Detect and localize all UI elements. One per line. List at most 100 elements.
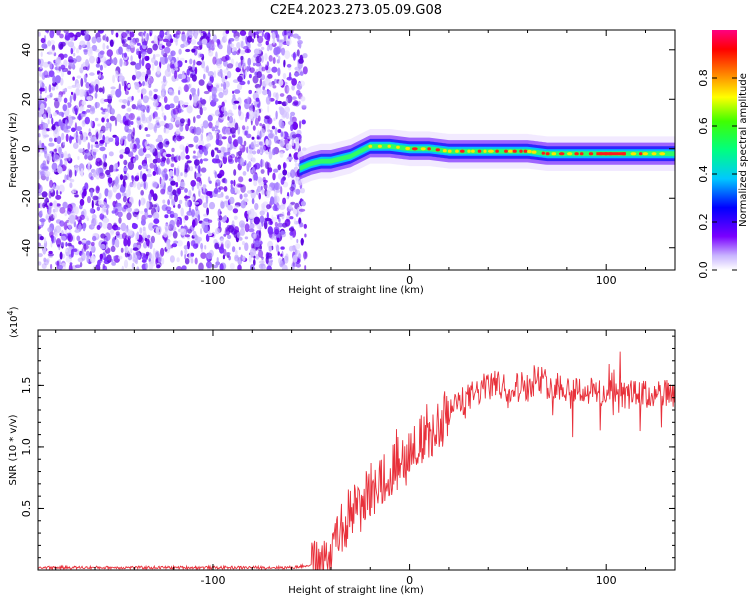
noise-speckle <box>80 77 84 87</box>
noise-speckle <box>85 59 89 67</box>
noise-speckle <box>73 142 79 149</box>
noise-speckle <box>65 119 68 126</box>
noise-speckle <box>151 63 155 71</box>
noise-speckle <box>212 56 217 65</box>
noise-speckle <box>205 195 209 205</box>
noise-speckle <box>73 93 77 102</box>
noise-speckle <box>267 105 270 113</box>
y-tick-label: -40 <box>20 239 33 257</box>
noise-speckle <box>200 228 203 235</box>
noise-speckle <box>99 146 106 152</box>
noise-speckle <box>299 120 302 129</box>
noise-speckle <box>108 151 114 157</box>
noise-speckle <box>216 257 219 263</box>
snr-y-axis-label: SNR (10 * v/v) <box>8 414 19 485</box>
noise-speckle <box>252 62 256 66</box>
noise-speckle <box>175 182 179 188</box>
noise-speckle <box>246 112 250 118</box>
noise-speckle <box>72 76 75 81</box>
noise-speckle <box>105 204 110 209</box>
noise-speckle <box>123 159 128 166</box>
noise-speckle <box>193 135 199 143</box>
snr-multiplier-exponent: 4 <box>6 310 15 315</box>
noise-speckle <box>276 138 279 144</box>
noise-speckle <box>298 100 301 105</box>
noise-speckle <box>287 171 291 179</box>
noise-speckle <box>275 92 279 101</box>
noise-speckle <box>118 217 122 224</box>
noise-speckle <box>286 196 289 200</box>
spectrogram-y-axis-label: Frequency (Hz) <box>8 112 19 188</box>
noise-speckle <box>207 114 213 122</box>
noise-speckle <box>180 228 187 236</box>
noise-speckle <box>38 31 41 37</box>
noise-speckle <box>201 220 205 229</box>
noise-speckle <box>139 170 143 180</box>
noise-speckle <box>184 258 190 265</box>
signal-hotspot <box>483 149 487 153</box>
noise-speckle <box>286 211 291 217</box>
noise-speckle <box>301 119 306 125</box>
noise-speckle <box>176 219 180 228</box>
noise-speckle <box>138 50 142 55</box>
noise-speckle <box>184 234 190 238</box>
noise-speckle <box>176 257 180 263</box>
noise-speckle <box>58 119 62 127</box>
noise-speckle <box>208 49 214 57</box>
noise-speckle <box>248 74 252 79</box>
noise-speckle <box>152 248 156 255</box>
noise-speckle <box>232 90 235 95</box>
noise-speckle <box>110 59 114 64</box>
noise-speckle <box>47 227 53 233</box>
noise-speckle <box>123 151 130 155</box>
noise-speckle <box>255 253 260 260</box>
noise-speckle <box>85 250 90 257</box>
noise-speckle <box>177 188 182 195</box>
noise-speckle <box>238 176 244 183</box>
noise-speckle <box>221 136 227 140</box>
noise-speckle <box>165 206 172 212</box>
noise-speckle <box>67 70 71 75</box>
noise-speckle <box>225 30 230 34</box>
snr-x-axis-label: Height of straight line (km) <box>288 585 424 596</box>
noise-speckle <box>234 122 239 131</box>
noise-speckle <box>77 156 80 160</box>
noise-speckle <box>79 214 85 220</box>
noise-speckle <box>134 251 141 260</box>
noise-speckle <box>84 150 91 159</box>
noise-speckle <box>39 64 43 70</box>
noise-speckle <box>50 264 53 270</box>
noise-speckle <box>186 160 192 164</box>
signal-hotspot <box>551 152 557 156</box>
noise-speckle <box>203 149 208 156</box>
noise-speckle <box>304 265 307 270</box>
noise-speckle <box>131 223 138 230</box>
noise-speckle <box>169 193 172 200</box>
noise-speckle <box>162 38 169 43</box>
noise-speckle <box>197 214 201 222</box>
noise-speckle <box>197 87 200 97</box>
noise-speckle <box>180 250 183 257</box>
noise-speckle <box>277 129 282 133</box>
signal-hotspot <box>405 146 411 151</box>
noise-speckle <box>193 45 198 50</box>
signal-hotspot <box>420 147 426 151</box>
noise-speckle <box>153 88 159 93</box>
y-tick-label: 1.0 <box>20 438 33 456</box>
noise-speckle <box>48 111 52 119</box>
noise-speckle <box>167 185 173 193</box>
noise-speckle <box>51 86 56 91</box>
noise-speckle <box>112 74 116 84</box>
noise-speckle <box>193 59 196 66</box>
noise-speckle <box>120 247 124 253</box>
noise-speckle <box>121 104 126 109</box>
noise-speckle <box>129 31 135 38</box>
noise-speckle <box>64 87 68 93</box>
noise-speckle <box>117 211 123 218</box>
noise-speckle <box>164 223 170 231</box>
noise-speckle <box>43 45 48 49</box>
noise-speckle <box>215 138 220 146</box>
noise-speckle <box>246 65 249 73</box>
noise-speckle <box>59 220 65 227</box>
